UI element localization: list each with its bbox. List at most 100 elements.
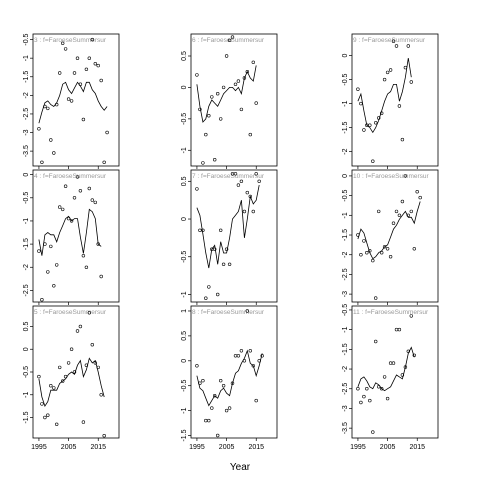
- data-point: [63, 47, 68, 51]
- data-point: [239, 349, 244, 353]
- data-point: [377, 385, 381, 389]
- data-point: [257, 359, 261, 363]
- data-point: [371, 258, 375, 263]
- panel-strip-label: 10 : f=FaroeseSummersur: [353, 173, 430, 180]
- data-point: [242, 209, 247, 214]
- panel: 8 : f=FaroeseSummersur -1.5 -1 -0.5 0 0.5 1 199…: [181, 305, 278, 451]
- data-point: [75, 329, 80, 333]
- data-point: [362, 239, 366, 243]
- data-point: [60, 207, 65, 212]
- data-point: [93, 200, 98, 205]
- data-point: [81, 117, 86, 122]
- y-tick-label: -2: [342, 252, 349, 258]
- data-point: [356, 387, 360, 391]
- y-tick-label: -1.5: [23, 411, 30, 423]
- panel-frame: [351, 305, 439, 439]
- fit-line: [357, 201, 421, 260]
- y-tick-label: 0: [181, 359, 188, 363]
- data-point: [204, 418, 208, 423]
- data-point: [382, 77, 387, 82]
- data-point: [96, 365, 100, 370]
- y-tick-label: 0: [181, 217, 188, 221]
- y-tick-label: -3.5: [23, 145, 30, 157]
- panel-strip-label: 3 : f=FaroeseSummersur: [34, 37, 107, 44]
- data-point: [84, 265, 89, 269]
- data-point: [207, 285, 211, 289]
- fit-line: [38, 81, 108, 124]
- y-tick-label: -3.5: [342, 422, 349, 434]
- y-tick-label: -0.5: [23, 192, 30, 204]
- data-point: [380, 111, 384, 115]
- y-tick-label: 0.5: [23, 322, 30, 332]
- y-tick-label: -3: [23, 129, 30, 135]
- y-tick-label: -0.5: [342, 189, 349, 201]
- y-tick-label: -1: [342, 212, 349, 218]
- data-point: [219, 117, 223, 121]
- data-point: [195, 364, 199, 368]
- y-tick-label: -1.5: [23, 71, 30, 83]
- data-point: [90, 198, 95, 202]
- data-point: [236, 354, 241, 358]
- data-point: [394, 44, 399, 48]
- data-point: [382, 245, 387, 249]
- data-point: [368, 398, 372, 403]
- y-tick-label: 0.5: [181, 176, 188, 186]
- fit-line: [357, 346, 415, 392]
- data-point: [406, 44, 410, 48]
- data-point: [99, 274, 103, 279]
- data-point: [49, 138, 53, 142]
- panel: 4 : f=FaroeseSummersur -2.5 -2 -1.5 -1 -0.5 0: [23, 169, 120, 305]
- data-point: [221, 384, 226, 388]
- data-point: [40, 160, 44, 165]
- y-tick-label: 0: [23, 347, 30, 351]
- y-tick-label: -2.5: [342, 268, 349, 280]
- x-tick-label: 1995: [350, 444, 366, 451]
- data-point: [57, 365, 62, 370]
- panel-strip-label: 4 : f=FaroeseSummersur: [34, 173, 107, 180]
- y-tick-label: 0.5: [181, 331, 188, 341]
- data-point: [87, 311, 92, 315]
- y-tick-label: -2: [23, 92, 30, 98]
- data-point: [78, 324, 83, 329]
- panel-strip-label: 5 : f=FaroeseSummersur: [34, 309, 107, 316]
- panel-frame: [190, 33, 278, 167]
- panel-frame: [351, 169, 439, 303]
- data-point: [362, 128, 366, 132]
- y-tick-label: -0.5: [181, 251, 188, 263]
- data-point: [195, 187, 199, 191]
- data-point: [406, 213, 410, 218]
- y-tick-label: -1: [23, 218, 30, 224]
- y-tick-label: -2: [342, 148, 349, 154]
- data-point: [409, 209, 413, 214]
- data-point: [409, 314, 413, 318]
- panel-frame: [32, 33, 120, 167]
- panel-frame: [190, 169, 278, 303]
- data-point: [257, 179, 261, 184]
- y-tick-label: -1: [342, 100, 349, 106]
- data-point: [394, 209, 399, 214]
- y-tick-label: -2.5: [342, 383, 349, 395]
- data-point: [198, 107, 202, 112]
- y-tick-label: -0.5: [181, 380, 188, 392]
- data-point: [219, 379, 223, 383]
- y-tick-label: 0: [23, 173, 30, 177]
- data-point: [69, 219, 74, 223]
- data-point: [213, 394, 217, 398]
- data-point: [391, 39, 396, 43]
- data-point: [233, 172, 238, 176]
- fit-line: [357, 57, 412, 134]
- data-point: [72, 370, 77, 374]
- data-point: [254, 172, 258, 176]
- x-tick-label: 2015: [248, 444, 264, 451]
- data-point: [359, 253, 363, 257]
- data-point: [37, 374, 41, 379]
- data-point: [102, 434, 106, 438]
- data-point: [236, 183, 241, 187]
- data-point: [415, 190, 419, 194]
- data-point: [40, 402, 44, 406]
- data-point: [66, 361, 71, 365]
- data-point: [397, 327, 402, 332]
- data-point: [195, 73, 199, 77]
- data-point: [254, 101, 258, 105]
- data-point: [201, 379, 205, 383]
